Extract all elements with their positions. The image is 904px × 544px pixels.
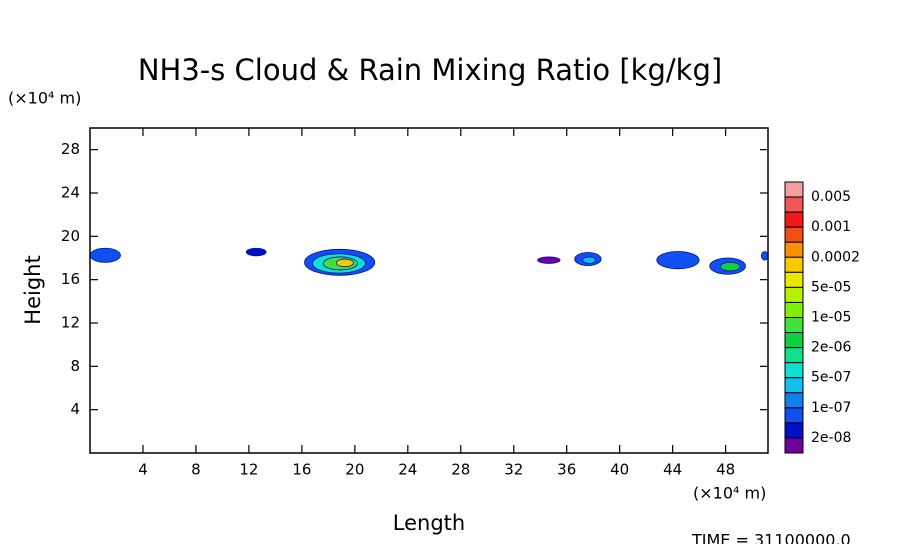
- x-tick-label: 16: [292, 461, 311, 479]
- x-tick-label: 36: [557, 461, 576, 479]
- colorbar-label: 1e-07: [811, 400, 851, 416]
- cloud-region: [760, 251, 769, 261]
- y-tick-label: 4: [70, 400, 80, 418]
- colorbar-swatch: [784, 226, 804, 243]
- colorbar-swatch: [784, 317, 804, 334]
- x-unit: (×10⁴ m): [693, 484, 766, 503]
- y-tick-label: 20: [61, 227, 80, 245]
- colorbar-label: 2e-06: [811, 340, 851, 356]
- cloud-region: [582, 256, 597, 264]
- cloud-region: [719, 261, 741, 272]
- colorbar-label: 0.005: [811, 189, 851, 205]
- cloud-region: [89, 247, 121, 263]
- colorbar-swatch: [784, 437, 804, 454]
- y-tick-label: 12: [61, 314, 80, 332]
- cloud-region: [335, 258, 354, 268]
- colorbar-label: 0.001: [811, 219, 851, 235]
- colorbar-label: 0.0002: [811, 249, 860, 265]
- colorbar-swatch: [784, 241, 804, 258]
- plot-frame: [89, 127, 769, 454]
- y-unit: (×10⁴ m): [8, 89, 81, 108]
- y-tick-label: 24: [61, 184, 80, 202]
- x-tick-label: 40: [610, 461, 629, 479]
- colorbar-swatch: [784, 301, 804, 319]
- colorbar-swatch: [784, 377, 804, 394]
- colorbar-swatch: [784, 211, 804, 228]
- colorbar-swatch: [784, 286, 804, 303]
- colorbar-swatch: [784, 181, 804, 198]
- colorbar-swatch: [784, 392, 804, 409]
- x-tick-label: 8: [191, 461, 201, 479]
- colorbar-swatch: [784, 362, 804, 379]
- cloud-region: [656, 251, 700, 270]
- colorbar-swatch: [784, 332, 804, 349]
- colorbar-label: 5e-05: [811, 279, 851, 295]
- x-tick-label: 44: [663, 461, 682, 479]
- cloud-region: [537, 256, 561, 264]
- colorbar-swatch: [784, 422, 804, 439]
- x-tick-label: 24: [398, 461, 417, 479]
- footer: TIME = 31100000.0: [691, 531, 851, 544]
- x-tick-label: 28: [451, 461, 470, 479]
- x-axis-label: Length: [393, 511, 465, 535]
- x-tick-label: 20: [345, 461, 364, 479]
- x-tick-label: 48: [716, 461, 735, 479]
- colorbar-swatch: [784, 196, 804, 213]
- x-tick-label: 12: [239, 461, 258, 479]
- colorbar-label: 1e-05: [811, 310, 851, 326]
- colorbar-label: 2e-08: [811, 430, 851, 446]
- colorbar-swatch: [784, 256, 804, 273]
- y-tick-label: 8: [70, 357, 80, 375]
- cloud-region: [245, 247, 267, 257]
- colorbar-swatch: [784, 271, 804, 288]
- colorbar-swatch: [784, 347, 804, 364]
- y-axis-label: Height: [21, 255, 45, 324]
- y-tick-label: 16: [61, 270, 80, 288]
- x-tick-label: 32: [504, 461, 523, 479]
- x-tick-label: 4: [138, 461, 148, 479]
- y-tick-label: 28: [61, 140, 80, 158]
- colorbar-swatch: [784, 407, 804, 424]
- colorbar-label: 5e-07: [811, 370, 851, 386]
- chart-title: NH3-s Cloud & Rain Mixing Ratio [kg/kg]: [138, 53, 722, 87]
